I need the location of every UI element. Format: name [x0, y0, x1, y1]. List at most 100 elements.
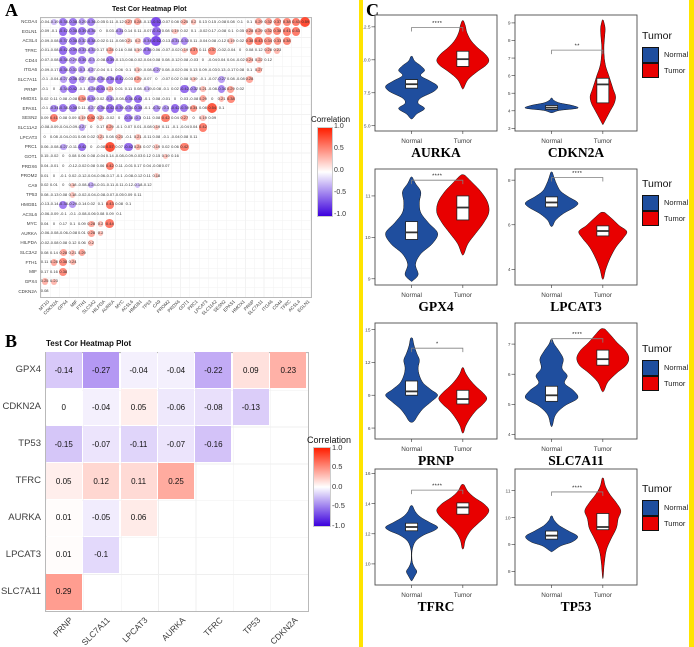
y-tick-label: 4 [508, 267, 511, 273]
heatmap-dot [78, 47, 86, 55]
heatmap-dot [180, 104, 189, 113]
heatmap-cell: 0.03 [105, 28, 114, 34]
heatmap-dot [69, 259, 76, 266]
heatmap-cell: 0.08 [199, 105, 207, 111]
heatmap-cell: 0.43 [292, 28, 300, 34]
heatmap-dot [87, 27, 96, 36]
violin-shape-tumor [436, 484, 490, 550]
heatmap-dot [207, 103, 218, 114]
y-tick-label: 10.0 [361, 58, 371, 64]
heatmap-dot [134, 38, 141, 44]
heatmap-cell: 0.09 [77, 220, 86, 226]
heatmap-row-label: ITGA6 [23, 67, 37, 73]
heatmap-row-label: TFRC [24, 48, 37, 54]
heatmap-cell: -0.29 [68, 57, 78, 63]
heatmap-cell: 0.14 [105, 153, 114, 159]
heatmap-dot [172, 28, 178, 35]
heatmap-dot [87, 56, 95, 64]
heatmap-cell: 0.1 [237, 18, 243, 24]
heatmap-dot [69, 182, 76, 189]
gene-title: GPX4 [418, 299, 453, 314]
heatmap-cell: -0.31 [170, 37, 180, 43]
heatmap-dot [274, 47, 281, 54]
heatmap-cell: -0.37 [58, 37, 68, 43]
legend-entry: Normal [642, 500, 692, 516]
y-tick-label: 15 [365, 327, 371, 333]
heatmap-cell: -0.12 [77, 172, 87, 178]
heatmap-cell: 0.08 [40, 191, 49, 197]
heatmap-cell: -0.08 [49, 47, 59, 53]
violin-plot-tp53: 8 9 10 11 Normal Tumor **** TP53 [505, 468, 638, 614]
heatmap-dot [105, 200, 115, 209]
heatmap-row-label: PRNP [24, 86, 37, 92]
legend-swatch-tumor [642, 210, 659, 226]
heatmap-cell: -0.02 [170, 66, 180, 72]
heatmap-dot [88, 240, 94, 246]
legend-label: Normal [664, 50, 689, 60]
heatmap-cell: -0.02 [216, 47, 227, 53]
heatmap-cell: -0.38 [133, 105, 143, 111]
heatmap-row-label: EGLN1 [21, 28, 37, 34]
heatmap-row-label: HMOX1 [20, 96, 37, 102]
legend-swatch-tumor [642, 515, 659, 531]
x-category-label: Normal [401, 138, 422, 145]
heatmap-cell: 0.42 [180, 143, 189, 149]
heatmap-cell: -0.19 [49, 18, 59, 24]
heatmap-cell: 0.12 [68, 239, 77, 245]
heatmap-cell: 0.08 [161, 28, 170, 34]
heatmap-row-label: SLC7A11 [17, 76, 37, 82]
heatmap-cell: 0.12 [264, 57, 272, 63]
y-tick-label: 4 [508, 432, 511, 438]
heatmap-cell: -0.39 [114, 105, 124, 111]
heatmap-cell: 0.08 [171, 18, 179, 24]
heatmap-cell: -0.38 [68, 76, 78, 82]
heatmap-cell: -0.01 [95, 182, 106, 188]
heatmap-dot [190, 76, 197, 83]
heatmap-cell: 0.42 [105, 162, 114, 168]
y-tick-label: 7.5 [364, 90, 371, 96]
heatmap-cell: 0.01 [40, 172, 49, 178]
x-category-label: Normal [401, 292, 422, 299]
heatmap-cell: -0.04 [86, 172, 96, 178]
heatmap-cell: -0.12 [142, 182, 152, 188]
heatmap-cell: 0.15 [208, 18, 217, 24]
heatmap-cell: -0.17 [49, 66, 59, 72]
heatmap-cell: 0.08 [152, 114, 161, 120]
heatmap-cell: -0.1 [50, 28, 58, 34]
y-tick-label: 9 [508, 21, 511, 27]
boxplot-box-tumor [456, 502, 470, 515]
heatmap-dot [59, 65, 68, 74]
heatmap-cell: 0.21 [68, 249, 77, 255]
heatmap-cell: -0.09 [40, 28, 50, 34]
heatmap-cell: -0.17 [226, 66, 236, 72]
heatmap-cell: -0.36 [86, 28, 96, 34]
heatmap-dot [115, 104, 124, 113]
heatmap-cell: 0.11 [124, 85, 133, 91]
heatmap-cell: -0.09 [49, 211, 59, 217]
yellow-divider-right [689, 0, 694, 647]
x-category-label: Normal [541, 292, 562, 299]
heatmap-cell: -0.08 [49, 230, 59, 236]
heatmap-row-label: GPX4 [15, 364, 41, 376]
heatmap-dot [69, 249, 76, 256]
heatmap-dot [245, 37, 254, 46]
y-tick-label: 10 [505, 515, 511, 521]
heatmap-dot [87, 105, 95, 112]
heatmap-cell: -0.14 [45, 352, 82, 389]
heatmap-cell: -0.39 [68, 47, 78, 53]
colorbar-gradient [313, 447, 331, 527]
heatmap-cell: 0.59 [301, 18, 310, 24]
legend-label: Tumor [664, 213, 686, 223]
heatmap-cell: 0.21 [96, 114, 105, 120]
heatmap-cell: 0.08 [59, 239, 68, 245]
heatmap-cell: 0.24 [68, 259, 77, 265]
heatmap-cell: -0.08 [235, 76, 245, 82]
legend-entry: Tumor [642, 210, 692, 226]
heatmap-cell: 0.2 [134, 37, 141, 43]
heatmap-cell: -0.04 [120, 352, 157, 389]
heatmap-cell: 0.13 [217, 66, 226, 72]
heatmap-dot [124, 142, 133, 152]
heatmap-cell: -0.29 [68, 201, 78, 207]
heatmap-cell: -0.33 [179, 37, 189, 43]
heatmap-cell: 0.09 [40, 114, 49, 120]
